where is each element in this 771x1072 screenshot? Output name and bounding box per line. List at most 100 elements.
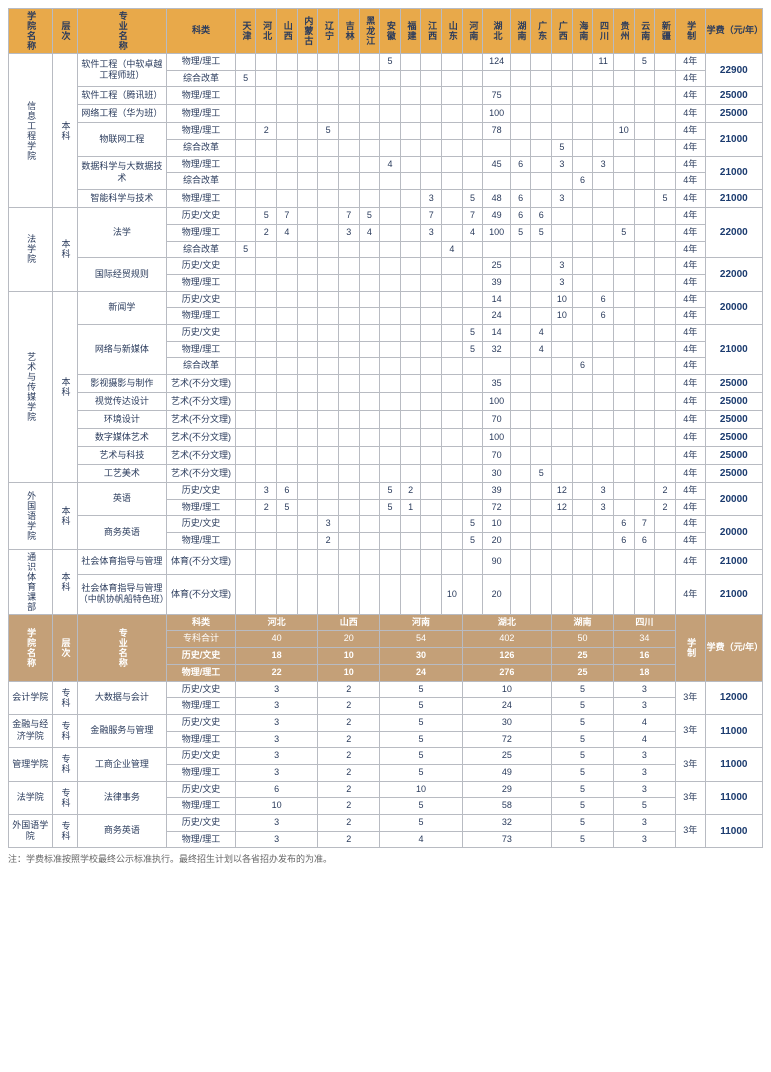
value-cell	[400, 429, 421, 447]
value-cell: 12	[552, 499, 573, 516]
value-cell	[400, 54, 421, 71]
value-cell	[655, 173, 676, 190]
value-cell	[235, 140, 256, 157]
value-cell: 5	[235, 241, 256, 258]
duration-cell: 3年	[675, 815, 705, 848]
value-cell	[256, 156, 277, 173]
category-cell: 艺术(不分文理)	[167, 393, 236, 411]
value-cell	[462, 429, 483, 447]
value-cell: 2	[318, 731, 380, 748]
value-cell	[634, 375, 655, 393]
value-cell	[593, 105, 614, 123]
value-cell	[380, 208, 401, 225]
value-cell	[297, 241, 318, 258]
value-cell	[297, 358, 318, 375]
value-cell	[655, 465, 676, 483]
value-cell	[442, 87, 463, 105]
value-cell	[593, 549, 614, 574]
table-row: 通识体育课部本科社会体育指导与管理体育(不分文理)904年21000	[9, 549, 763, 574]
value-cell: 124	[483, 54, 511, 71]
value-cell: 3	[613, 781, 675, 798]
category-cell: 物理/理工	[167, 533, 236, 550]
duration-cell: 4年	[675, 429, 705, 447]
value-cell	[235, 375, 256, 393]
value-cell	[235, 224, 256, 241]
value-cell	[318, 574, 339, 614]
value-cell	[462, 574, 483, 614]
value-cell	[400, 549, 421, 574]
value-cell	[421, 291, 442, 308]
value-cell: 30	[462, 714, 551, 731]
value-cell	[531, 516, 552, 533]
value-cell	[297, 499, 318, 516]
value-cell: 22	[235, 664, 318, 681]
value-cell	[462, 499, 483, 516]
value-cell	[297, 258, 318, 275]
value-cell	[655, 375, 676, 393]
value-cell: 100	[483, 429, 511, 447]
tuition-cell: 25000	[705, 87, 762, 105]
value-cell: 5	[634, 54, 655, 71]
duration-cell: 4年	[675, 258, 705, 275]
value-cell	[380, 341, 401, 358]
value-cell	[593, 465, 614, 483]
value-cell	[297, 533, 318, 550]
level-cell: 专科	[52, 714, 77, 747]
value-cell	[338, 241, 359, 258]
value-cell	[235, 87, 256, 105]
hdr-prov: 湖北	[483, 9, 511, 54]
value-cell	[400, 574, 421, 614]
value-cell	[613, 358, 634, 375]
value-cell	[613, 190, 634, 208]
value-cell: 2	[318, 748, 380, 765]
value-cell: 10	[462, 681, 551, 698]
value-cell: 5	[380, 499, 401, 516]
value-cell: 2	[256, 224, 277, 241]
value-cell: 5	[256, 208, 277, 225]
tuition-cell: 22000	[705, 258, 762, 291]
value-cell	[380, 258, 401, 275]
category-cell: 历史/文史	[167, 681, 236, 698]
value-cell: 5	[552, 748, 614, 765]
value-cell: 3	[593, 499, 614, 516]
value-cell	[593, 224, 614, 241]
value-cell	[634, 105, 655, 123]
value-cell	[462, 258, 483, 275]
value-cell: 100	[483, 105, 511, 123]
value-cell: 24	[483, 308, 511, 325]
value-cell	[442, 190, 463, 208]
value-cell	[613, 574, 634, 614]
value-cell	[634, 140, 655, 157]
value-cell: 49	[462, 764, 551, 781]
value-cell	[338, 123, 359, 140]
value-cell	[359, 140, 380, 157]
value-cell	[531, 549, 552, 574]
college-cell: 外国语学院	[9, 815, 53, 848]
value-cell	[442, 375, 463, 393]
college-cell: 金融与经济学院	[9, 714, 53, 747]
value-cell	[462, 483, 483, 500]
value-cell	[400, 224, 421, 241]
value-cell	[297, 324, 318, 341]
value-cell	[318, 549, 339, 574]
value-cell	[380, 70, 401, 87]
value-cell: 16	[613, 648, 675, 665]
value-cell	[634, 308, 655, 325]
value-cell	[380, 411, 401, 429]
value-cell: 6	[235, 781, 318, 798]
hdr-college: 学院名称	[9, 9, 53, 54]
value-cell	[483, 241, 511, 258]
value-cell	[572, 483, 593, 500]
value-cell	[510, 291, 531, 308]
value-cell	[400, 375, 421, 393]
value-cell	[442, 54, 463, 71]
value-cell	[421, 341, 442, 358]
tuition-cell: 20000	[705, 483, 762, 516]
value-cell	[483, 70, 511, 87]
value-cell	[531, 140, 552, 157]
value-cell	[593, 241, 614, 258]
value-cell	[613, 308, 634, 325]
value-cell	[462, 549, 483, 574]
value-cell	[552, 208, 573, 225]
value-cell	[318, 341, 339, 358]
